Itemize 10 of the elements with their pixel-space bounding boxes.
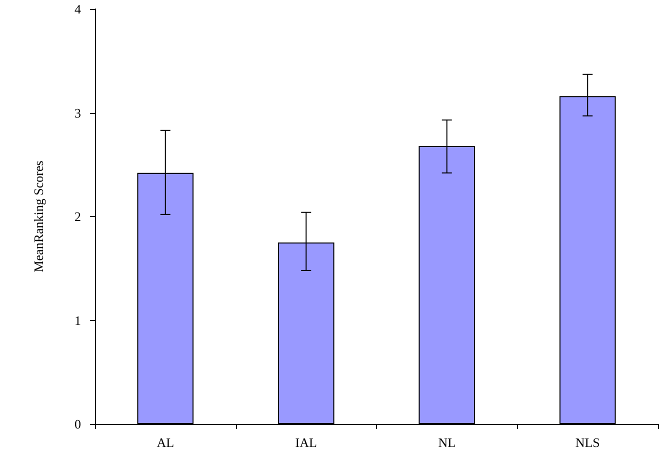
y-tick-label: 4 [74,2,82,16]
y-tick-label: 0 [74,416,81,432]
y-tick-label: 2 [74,209,81,224]
x-tick-label: IAL [295,435,318,450]
y-axis-title: MeanRanking Scores [31,160,46,272]
y-tick-label: 1 [74,312,81,328]
x-tick-label: AL [156,435,174,450]
x-tick-label: NLS [575,435,600,450]
y-tick-label: 3 [74,105,81,120]
x-tick-label: NL [438,435,456,450]
